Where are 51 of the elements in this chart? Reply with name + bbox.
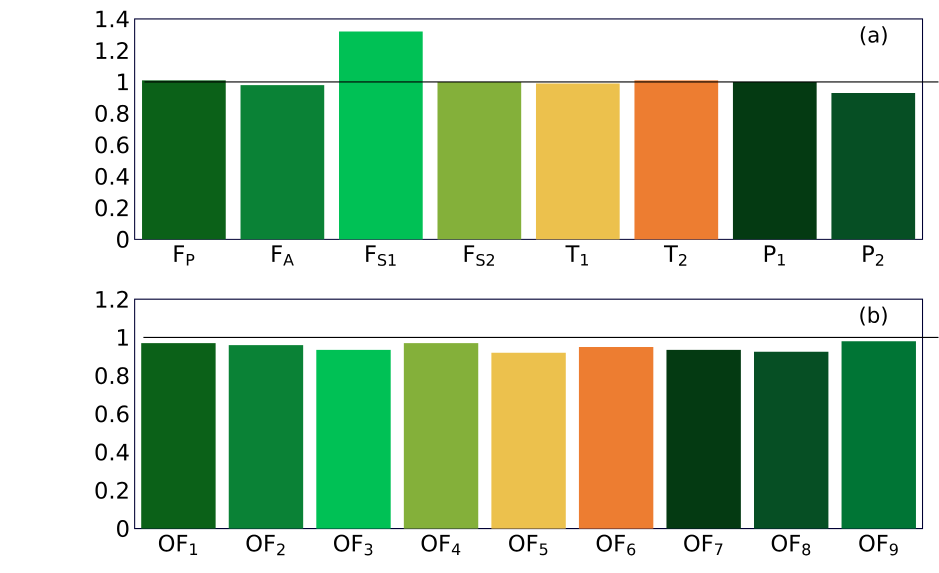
bar (578, 346, 654, 528)
bar (831, 92, 916, 240)
x-tick-label: F$_{A}$ (272, 245, 294, 266)
x-tick-label: OF$_{5}$ (509, 534, 548, 556)
x-tick-label: OF$_{9}$ (859, 534, 898, 556)
y-tick-label: 1 (118, 328, 128, 346)
bar (339, 31, 423, 240)
y-tick-label: 0.8 (95, 366, 128, 384)
y-tick-label: 0.6 (95, 136, 129, 154)
x-tick-label: P$_{1}$ (764, 245, 785, 266)
x-tick-label: OF$_{3}$ (334, 534, 372, 556)
y-tick-label: 0.2 (95, 199, 128, 216)
x-tick-label: P$_{2}$ (863, 245, 884, 266)
x-tick-label: OF$_{6}$ (596, 534, 636, 556)
bar (142, 80, 226, 240)
bar (240, 84, 324, 240)
x-tick-label: OF$_{4}$ (422, 534, 460, 555)
x-tick-label: T$_{2}$ (664, 245, 686, 266)
bar (634, 80, 718, 240)
x-tick-label: OF$_{1}$ (158, 534, 198, 555)
bar (732, 82, 817, 240)
x-tick-label: OF$_{2}$ (246, 534, 284, 555)
y-tick-label: 0.4 (95, 168, 129, 185)
x-tick-label: F$_{S2}$ (464, 245, 494, 266)
y-tick-label: 1.4 (96, 10, 129, 27)
bar (316, 350, 391, 528)
x-tick-label: OF$_{7}$ (684, 534, 722, 555)
x-tick-label: F$_{P}$ (174, 245, 194, 266)
x-tick-label: F$_{S1}$ (366, 245, 396, 266)
x-tick-label: T$_{1}$ (565, 245, 588, 266)
bar (141, 342, 216, 528)
bar (842, 341, 916, 528)
y-tick-label: 0.4 (95, 443, 129, 460)
y-tick-label: 0.6 (95, 405, 129, 422)
y-tick-label: 1 (118, 73, 128, 90)
bar (666, 350, 741, 528)
bar (437, 82, 522, 240)
bar (754, 352, 828, 528)
bar (491, 352, 566, 528)
y-tick-label: 0.8 (95, 104, 128, 122)
bar (536, 83, 620, 240)
y-tick-label: 1.2 (96, 42, 128, 59)
y-tick-label: 1.2 (96, 290, 128, 308)
y-tick-label: 0 (117, 230, 128, 248)
x-tick-label: OF$_{8}$ (772, 534, 810, 556)
annotation: (a) (860, 26, 887, 46)
y-tick-label: 0 (117, 520, 128, 537)
bar (404, 342, 478, 528)
y-tick-label: 0.2 (95, 482, 128, 499)
bar (228, 344, 304, 528)
annotation: (b) (860, 306, 887, 326)
